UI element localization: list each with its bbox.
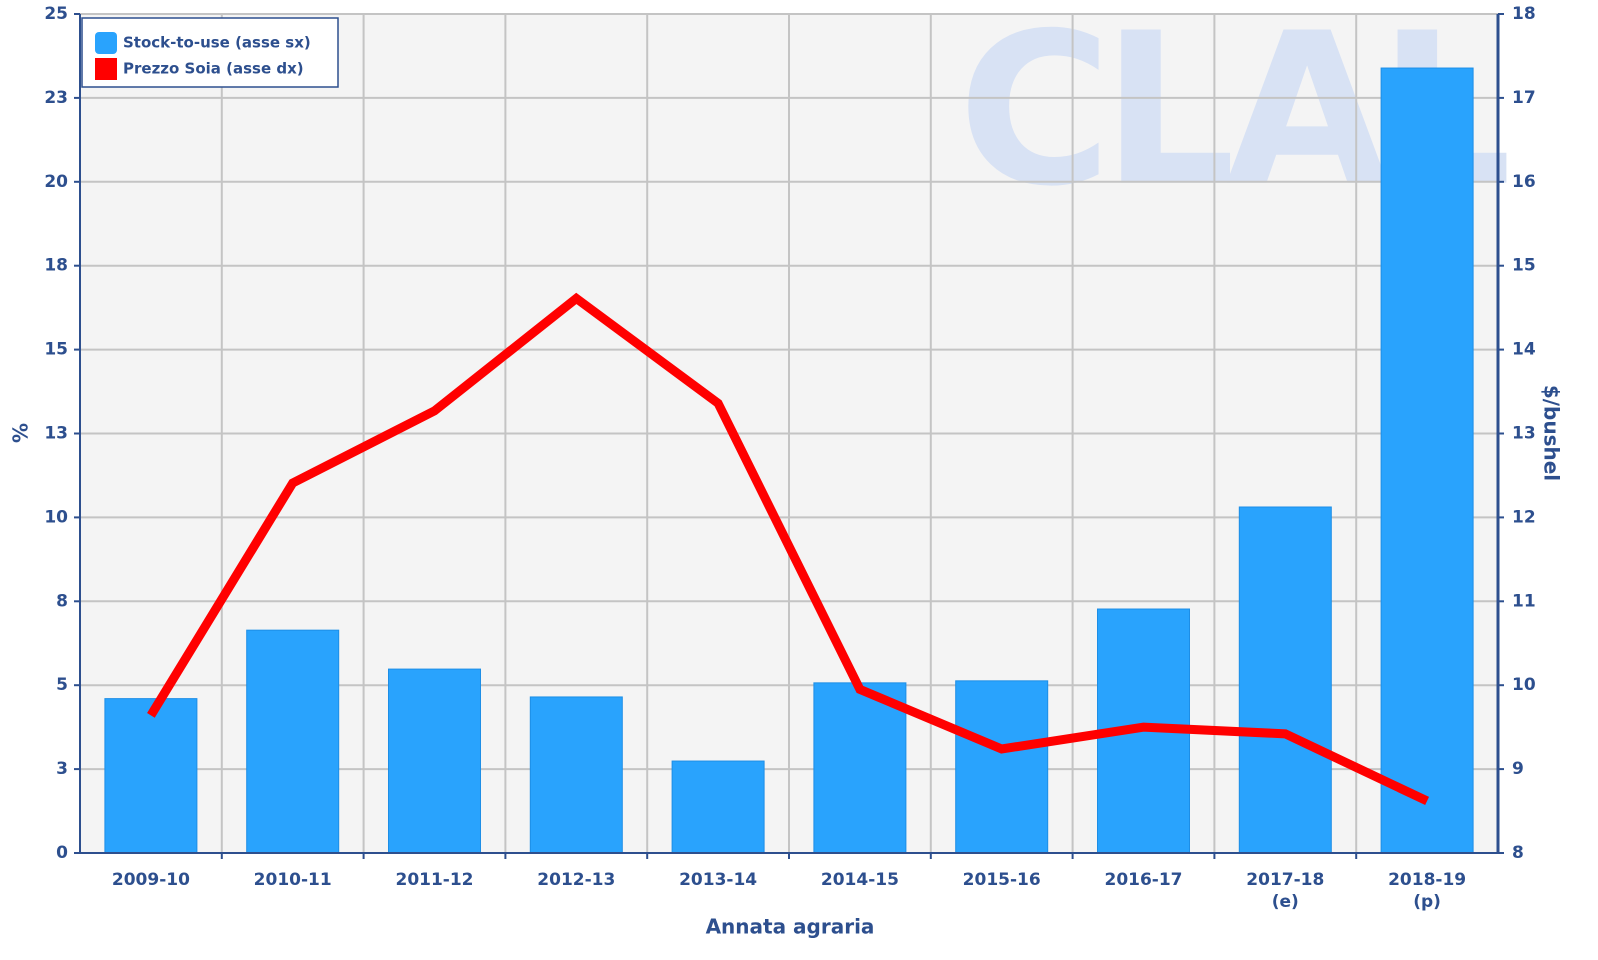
y2-tick-label: 11 xyxy=(1512,591,1536,611)
bar xyxy=(955,680,1049,854)
legend-swatch xyxy=(95,32,117,54)
bar xyxy=(671,760,765,854)
bar xyxy=(104,698,198,854)
x-tick-label: 2016-17 xyxy=(1104,870,1183,890)
legend-swatch xyxy=(95,58,117,80)
bar xyxy=(813,682,907,854)
y-axis-title: % xyxy=(9,423,33,443)
bar xyxy=(1238,506,1332,854)
y-tick-label: 13 xyxy=(44,424,68,444)
y-tick-label: 20 xyxy=(44,172,68,192)
y2-axis-title: $/bushel xyxy=(1540,385,1564,481)
y-tick-label: 5 xyxy=(56,675,68,695)
bar xyxy=(529,696,623,854)
y2-tick-label: 10 xyxy=(1512,675,1536,695)
bar xyxy=(246,629,340,854)
y2-tick-label: 12 xyxy=(1512,507,1536,527)
x-tick-label: 2013-14 xyxy=(679,870,758,890)
y-tick-label: 18 xyxy=(44,256,68,276)
y2-tick-label: 9 xyxy=(1512,759,1524,779)
y2-tick-label: 16 xyxy=(1512,172,1536,192)
line xyxy=(147,292,1430,806)
bar xyxy=(388,668,481,854)
x-tick-label: 2009-10 xyxy=(111,870,190,890)
x-axis-title: Annata agraria xyxy=(706,915,875,939)
y-tick-label: 8 xyxy=(56,591,68,611)
bar xyxy=(1380,67,1474,854)
y2-tick-label: 8 xyxy=(1512,843,1524,863)
x-tick-label: 2017-18 (e) xyxy=(1246,870,1325,912)
y2-tick-label: 15 xyxy=(1512,256,1536,276)
x-tick-label: 2011-12 xyxy=(395,870,474,890)
x-tick-label: 2010-11 xyxy=(253,870,332,890)
y2-tick-label: 13 xyxy=(1512,424,1536,444)
x-tick-label: 2018-19 (p) xyxy=(1388,870,1467,912)
legend-label: Stock-to-use (asse sx) xyxy=(123,34,311,52)
legend-label: Prezzo Soia (asse dx) xyxy=(123,60,304,78)
x-tick-label: 2014-15 xyxy=(820,870,899,890)
y-tick-label: 23 xyxy=(44,88,68,108)
y2-tick-label: 14 xyxy=(1512,340,1536,360)
y-tick-label: 25 xyxy=(44,4,68,24)
y2-tick-label: 17 xyxy=(1512,88,1536,108)
y-tick-label: 0 xyxy=(56,843,68,863)
y-tick-label: 15 xyxy=(44,340,68,360)
legend-box xyxy=(81,17,339,88)
x-tick-label: 2015-16 xyxy=(962,870,1041,890)
x-tick-label: 2012-13 xyxy=(537,870,616,890)
y2-tick-label: 18 xyxy=(1512,4,1536,24)
y-tick-label: 3 xyxy=(56,759,68,779)
y-tick-label: 10 xyxy=(44,507,68,527)
